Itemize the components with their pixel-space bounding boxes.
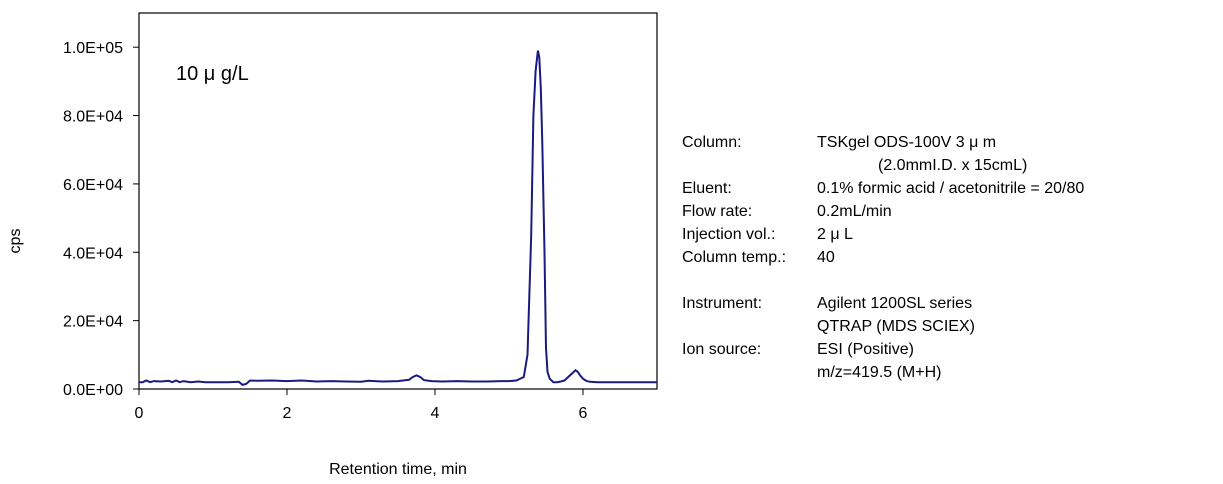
chromatogram-chart: 0.0E+00 2.0E+04 4.0E+04 6.0E+04 8.0E+04 1.0E+… (7, 12, 658, 478)
injection-value: 2 μ L (817, 226, 853, 243)
instrument-label: Instrument: (682, 295, 763, 312)
eluent-row: Eluent: 0.1% formic acid / acetonitrile … (682, 177, 1084, 200)
instrument-row: Instrument: Agilent 1200SL series (682, 292, 1084, 315)
x-tick-label: 6 (579, 405, 588, 422)
y-tick-label: 0.0E+00 (63, 382, 123, 399)
x-tick-label: 2 (283, 405, 292, 422)
series-line (139, 50, 657, 387)
plot-frame (138, 12, 658, 390)
ion-source-row: Ion source: ESI (Positive) (682, 338, 1084, 361)
y-tick-label: 2.0E+04 (63, 314, 123, 331)
temp-value: 40 (817, 249, 835, 266)
conditions-panel: Column: TSKgel ODS-100V 3 μ m (2.0mmI.D.… (682, 131, 1084, 384)
flow-value: 0.2mL/min (817, 203, 892, 220)
instrument-row-2: QTRAP (MDS SCIEX) (682, 315, 1084, 338)
injection-row: Injection vol.: 2 μ L (682, 223, 1084, 246)
column-row: Column: TSKgel ODS-100V 3 μ m (682, 131, 1084, 154)
instrument-value-2: QTRAP (MDS SCIEX) (817, 318, 975, 335)
ion-source-label: Ion source: (682, 341, 762, 358)
y-axis-title: cps (7, 229, 24, 254)
column-dimensions-row: (2.0mmI.D. x 15cmL) (682, 154, 1084, 177)
column-dimensions: (2.0mmI.D. x 15cmL) (878, 157, 1028, 174)
x-tick-label: 4 (431, 405, 440, 422)
ion-source-value: ESI (Positive) (817, 341, 914, 358)
y-tick-label: 4.0E+04 (63, 245, 123, 262)
temp-label: Column temp.: (682, 249, 787, 266)
y-tick-label: 8.0E+04 (63, 109, 123, 126)
ion-source-value-2: m/z=419.5 (M+H) (817, 364, 942, 381)
y-tick-label: 6.0E+04 (63, 177, 123, 194)
eluent-value: 0.1% formic acid / acetonitrile = 20/80 (817, 180, 1085, 197)
flow-row: Flow rate: 0.2mL/min (682, 200, 1084, 223)
instrument-value: Agilent 1200SL series (817, 295, 973, 312)
column-label: Column: (682, 134, 742, 151)
temp-row: Column temp.: 40 (682, 246, 1084, 269)
y-axis: 0.0E+00 2.0E+04 4.0E+04 6.0E+04 8.0E+04 1.0E+… (63, 40, 139, 399)
x-axis: 0 2 4 6 (135, 389, 588, 422)
injection-label: Injection vol.: (682, 226, 776, 243)
concentration-annotation: 10 μ g/L (176, 63, 249, 85)
y-tick-label: 1.0E+05 (63, 40, 123, 57)
flow-label: Flow rate: (682, 203, 753, 220)
x-axis-title: Retention time, min (329, 461, 467, 478)
column-value: TSKgel ODS-100V 3 μ m (817, 134, 997, 151)
eluent-label: Eluent: (682, 180, 732, 197)
ion-source-row-2: m/z=419.5 (M+H) (682, 361, 1084, 384)
x-tick-label: 0 (135, 405, 144, 422)
